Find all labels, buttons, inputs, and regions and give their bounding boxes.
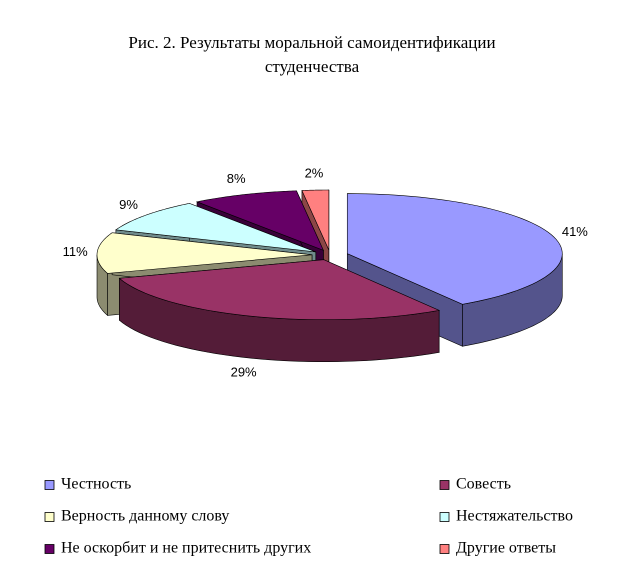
slice (118, 259, 441, 321)
slice (96, 232, 313, 274)
legend-label: Нестяжательство (456, 508, 573, 525)
chart-title: Рис. 2. Результаты моральной самоидентиф… (128, 33, 495, 76)
data-label: 41% (562, 224, 588, 239)
legend-swatch (439, 512, 450, 522)
slice (301, 189, 330, 251)
data-label: 8% (227, 171, 246, 186)
legend-label: Верность данному слову (61, 508, 229, 525)
legend-label: Честность (61, 476, 131, 493)
legend-swatch (44, 512, 55, 522)
legend-swatch (439, 544, 450, 554)
slice (195, 190, 324, 251)
slice (346, 193, 563, 305)
data-label: 2% (305, 166, 324, 181)
legend-swatch (439, 480, 450, 490)
slice (115, 203, 316, 253)
data-label: 29% (231, 365, 257, 380)
legend-swatch (44, 544, 55, 554)
legend-label: Совесть (456, 476, 511, 493)
data-label: 11% (63, 244, 88, 259)
legend-swatch (44, 480, 55, 490)
legend-label: Другие ответы (456, 540, 556, 557)
data-label: 9% (119, 197, 138, 212)
legend-label: Не оскорбит и не притеснить других (61, 540, 311, 557)
